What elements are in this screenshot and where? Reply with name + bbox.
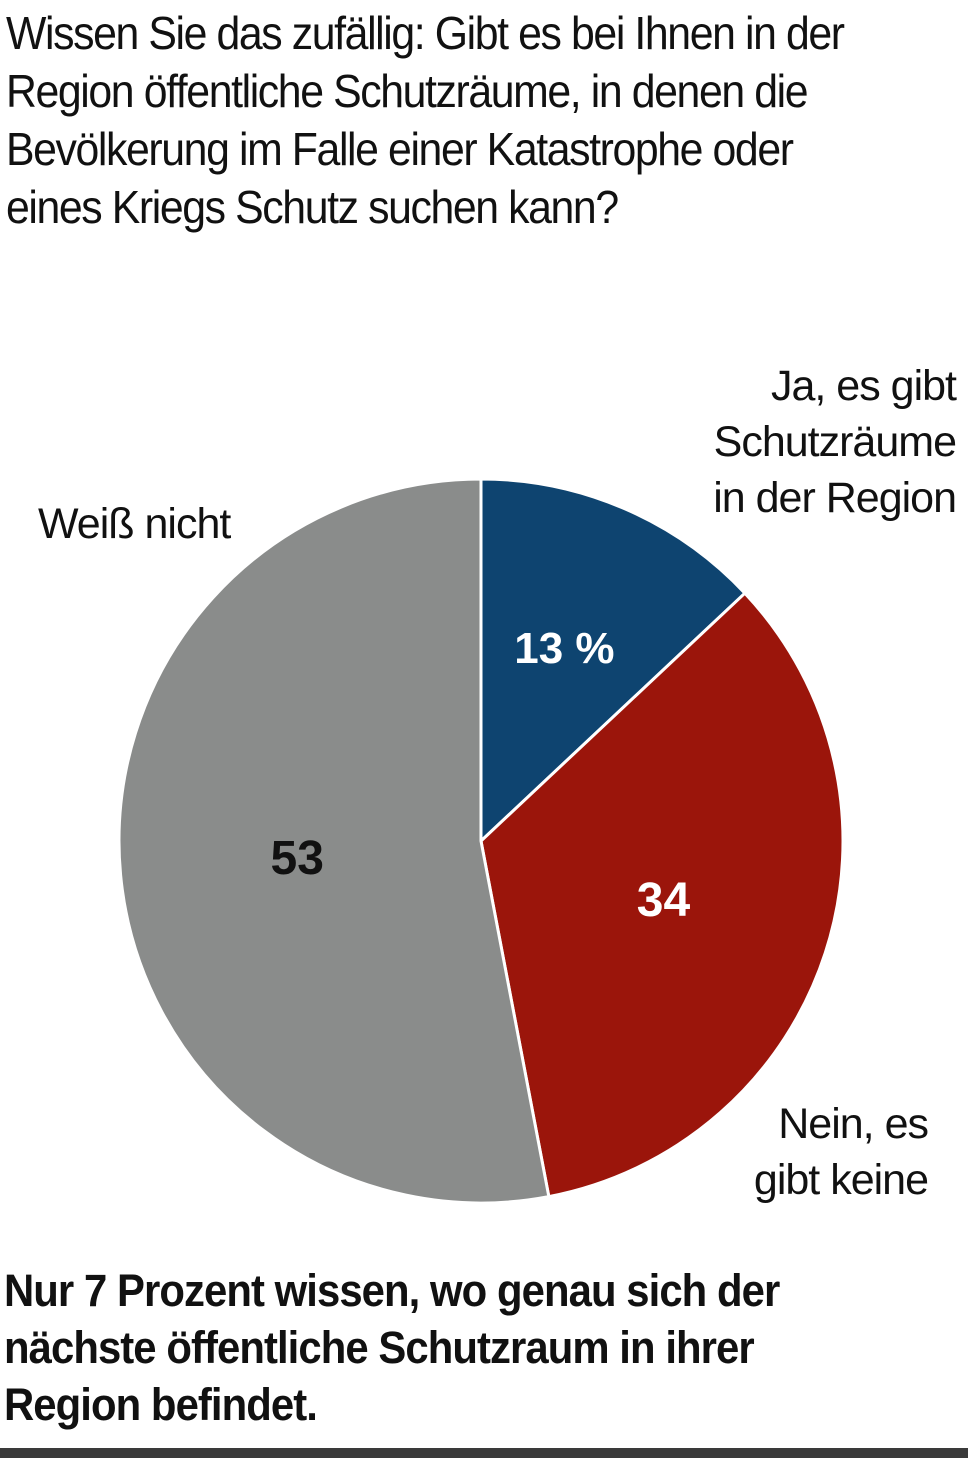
slice-value-nein: 34 (637, 874, 691, 927)
slice-value-weiss-nicht: 53 (271, 832, 324, 885)
slice-label-weiss-nicht: Weiß nicht (38, 500, 231, 548)
slice-nein (479, 591, 845, 1199)
chart-question-title: Wissen Sie das zufällig: Gibt es bei Ihn… (6, 7, 845, 233)
slice-value-ja: 13 % (514, 624, 614, 673)
slice-weiss-nicht (117, 477, 551, 1205)
slice-label-nein: Nein, es gibt keine (753, 1100, 929, 1204)
slice-label-ja: Ja, es gibt Schutzräume in der Region (713, 362, 957, 522)
chart-conclusion: Nur 7 Prozent wissen, wo genau sich der … (4, 1265, 780, 1430)
slice-ja (479, 477, 747, 843)
bottom-rule (0, 1448, 968, 1458)
